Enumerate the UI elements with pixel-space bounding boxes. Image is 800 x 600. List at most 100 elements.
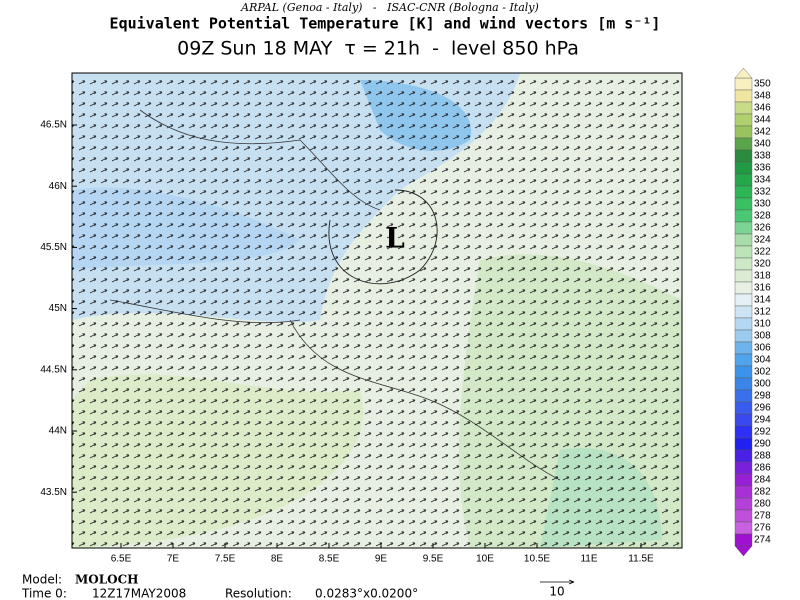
colorbar-box [734, 449, 753, 463]
colorbar-box [734, 317, 753, 331]
colorbar-box [734, 425, 753, 439]
colorbar-box [734, 533, 753, 547]
map-frame [71, 72, 683, 549]
lon-labels: 6.5E 7E 7.5E 8E 8.5E 9E 9.5E 10E 10.5E 11E 11.5E [111, 543, 654, 565]
colorbar-box [734, 377, 753, 391]
colorbar-box [734, 401, 753, 415]
colorbar-label: 296 [754, 403, 771, 414]
low-pressure-label: L [385, 222, 405, 255]
colorbar-box [734, 413, 753, 427]
colorbar-box [734, 521, 753, 535]
colorbar-box [734, 389, 753, 403]
colorbar-label: 284 [754, 475, 771, 486]
subtitle: 09Z Sun 18 MAY τ = 21h - level 850 hPa [177, 38, 579, 60]
colorbar-label: 310 [754, 319, 771, 330]
lon-label: 6.5E [111, 554, 132, 565]
colorbar-label: 286 [754, 463, 771, 474]
colorbar-box [734, 245, 753, 259]
model: MOLOCH [75, 573, 139, 587]
colorbar-box [734, 161, 753, 175]
colorbar-label: 342 [754, 127, 771, 138]
colorbar-label: 302 [754, 367, 771, 378]
colorbar-box [734, 365, 753, 379]
colorbar-label: 334 [754, 175, 771, 186]
colorbar: 3503483463443423403383363343323303283263… [734, 67, 771, 557]
colorbar-label: 288 [754, 451, 771, 462]
colorbar-label: 320 [754, 259, 771, 270]
colorbar-box [734, 233, 753, 247]
lon-label: 10.5E [524, 554, 550, 565]
institutions: ARPAL (Genoa - Italy) - ISAC-CNR (Bologn… [240, 1, 539, 14]
colorbar-box [734, 293, 753, 307]
lat-label: 43.5N [40, 487, 67, 498]
colorbar-label: 326 [754, 223, 771, 234]
colorbar-box [734, 281, 753, 295]
colorbar-label: 338 [754, 151, 771, 162]
colorbar-box [734, 173, 753, 187]
resolution: 0.0283°x0.0200° [315, 587, 418, 600]
colorbar-label: 304 [754, 355, 771, 366]
lon-label: 7.5E [215, 554, 236, 565]
reference-vector: 10 [549, 585, 564, 599]
lon-label: 11.5E [628, 554, 654, 565]
colorbar-box [734, 221, 753, 235]
lat-label: 45.5N [40, 242, 67, 253]
colorbar-box [734, 101, 753, 115]
colorbar-box [734, 485, 753, 499]
colorbar-label: 280 [754, 499, 771, 510]
colorbar-label: 346 [754, 103, 771, 114]
colorbar-box [734, 149, 753, 163]
colorbar-box [734, 473, 753, 487]
colorbar-label: 278 [754, 511, 771, 522]
colorbar-box [734, 509, 753, 523]
colorbar-box [734, 77, 753, 91]
colorbar-label: 336 [754, 163, 771, 174]
colorbar-label: 308 [754, 331, 771, 342]
colorbar-label: 332 [754, 187, 771, 198]
colorbar-box [734, 197, 753, 211]
map-area [72, 73, 682, 548]
colorbar-label: 300 [754, 379, 771, 390]
lon-label: 9.5E [423, 554, 444, 565]
colorbar-box [734, 341, 753, 355]
colorbar-label: 276 [754, 523, 771, 534]
colorbar-label: 274 [754, 535, 771, 546]
colorbar-box [734, 137, 753, 151]
colorbar-box [734, 497, 753, 511]
lon-label: 11E [580, 554, 597, 565]
lat-label: 46.5N [40, 120, 67, 131]
lat-labels: 46.5N 46N 45.5N 45N 44.5N 44N 43.5N [40, 120, 77, 498]
lat-label: 44.5N [40, 364, 67, 375]
colorbar-label: 306 [754, 343, 771, 354]
time: 12Z17MAY2008 [92, 587, 186, 600]
colorbar-label: 350 [754, 79, 771, 90]
colorbar-label: 348 [754, 91, 771, 102]
colorbar-label: 290 [754, 439, 771, 450]
colorbar-label: 330 [754, 199, 771, 210]
colorbar-label: 312 [754, 307, 771, 318]
colorbar-label: 294 [754, 415, 771, 426]
time-label: Time 0: [21, 587, 67, 600]
colorbar-box [734, 329, 753, 343]
resolution-label: Resolution: [225, 587, 292, 600]
colorbar-bottom-cap [734, 545, 753, 557]
colorbar-box [734, 113, 753, 127]
lat-label: 46N [49, 181, 67, 192]
colorbar-top-cap [734, 67, 753, 79]
colorbar-label: 324 [754, 235, 771, 246]
colorbar-label: 318 [754, 271, 771, 282]
colorbar-box [734, 209, 753, 223]
colorbar-label: 344 [754, 115, 771, 126]
colorbar-box [734, 185, 753, 199]
colorbar-label: 340 [754, 139, 771, 150]
colorbar-box [734, 305, 753, 319]
lon-label: 8E [271, 554, 284, 565]
lat-label: 44N [49, 426, 67, 437]
colorbar-box [734, 125, 753, 139]
lon-label: 10E [476, 554, 494, 565]
colorbar-box [734, 461, 753, 475]
colorbar-label: 328 [754, 211, 771, 222]
colorbar-label: 292 [754, 427, 771, 438]
title: Equivalent Potential Temperature [K] and… [110, 15, 661, 33]
lon-label: 7E [167, 554, 180, 565]
